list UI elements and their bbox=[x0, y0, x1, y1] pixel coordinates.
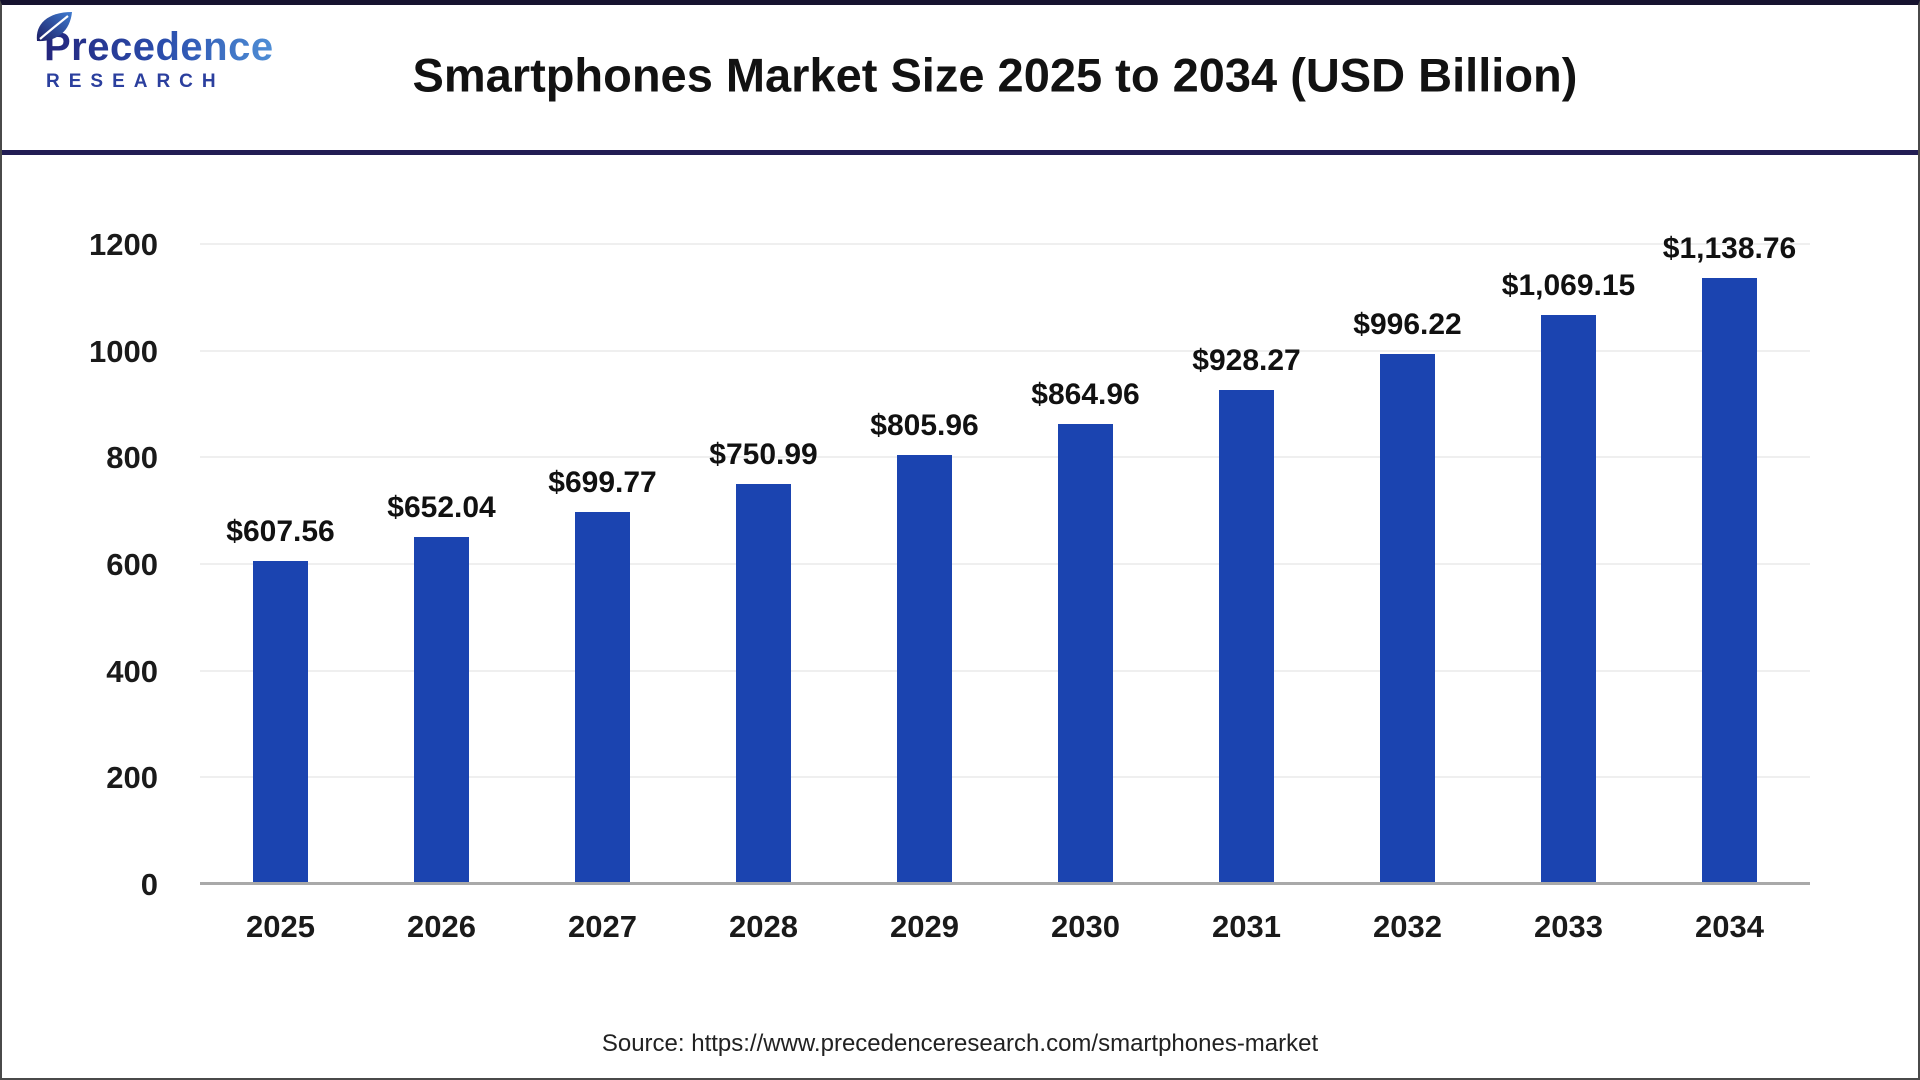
bar-value-label: $699.77 bbox=[548, 465, 657, 499]
source-text: Source: https://www.precedenceresearch.c… bbox=[601, 1030, 1319, 1057]
plot-area: 0 200 400 600 800 1000 1200 $607.56 2025 $652.04 2… bbox=[89, 227, 1810, 944]
bar-value-label: $864.96 bbox=[1031, 377, 1140, 411]
x-axis-label: 2032 bbox=[1373, 909, 1442, 944]
x-axis-label: 2025 bbox=[246, 909, 315, 944]
chart-area: 0 200 400 600 800 1000 1200 $607.56 2025 $652.04 2… bbox=[0, 155, 1920, 985]
gridline bbox=[200, 563, 1810, 565]
y-axis-tick-label: 200 bbox=[106, 760, 158, 796]
y-axis-tick-label: 600 bbox=[106, 547, 158, 582]
bar-2029 bbox=[897, 455, 952, 885]
logo-text-secondary: RESEARCH bbox=[46, 71, 225, 92]
y-axis-tick-label: 400 bbox=[106, 653, 158, 689]
footer: Source: https://www.precedenceresearch.c… bbox=[0, 1030, 1920, 1058]
brand-logo: Precedence RESEARCH bbox=[36, 12, 274, 93]
bar-value-label: $652.04 bbox=[387, 491, 496, 525]
bar-2028 bbox=[736, 484, 791, 885]
bar-2032 bbox=[1380, 353, 1435, 885]
y-axis-tick-label: 800 bbox=[106, 440, 158, 476]
gridline bbox=[200, 669, 1810, 672]
y-axis-tick-label: 1200 bbox=[89, 227, 158, 262]
y-axis-tick-label: 1000 bbox=[89, 333, 158, 369]
gridline bbox=[200, 243, 1810, 245]
bar-2033 bbox=[1541, 314, 1596, 885]
leaf-icon bbox=[36, 12, 72, 42]
gridline bbox=[200, 776, 1810, 779]
bar-2025 bbox=[253, 560, 308, 885]
x-axis-label: 2034 bbox=[1695, 909, 1764, 944]
bar-value-label: $1,138.76 bbox=[1662, 231, 1797, 265]
y-axis-tick-label: 0 bbox=[140, 867, 158, 902]
header: Precedence RESEARCH Smartphones Market S… bbox=[0, 0, 1920, 155]
x-axis-label: 2026 bbox=[407, 909, 476, 944]
bar-2034 bbox=[1702, 277, 1757, 885]
logo-text-primary: Precedence bbox=[38, 26, 274, 68]
bar-2030 bbox=[1058, 423, 1113, 885]
bar-value-label: $805.96 bbox=[870, 409, 979, 443]
x-axis-label: 2029 bbox=[890, 909, 959, 944]
x-axis-baseline bbox=[200, 882, 1810, 885]
x-axis-label: 2030 bbox=[1051, 909, 1120, 944]
bar-value-label: $996.22 bbox=[1353, 307, 1462, 341]
x-axis-label: 2027 bbox=[568, 909, 637, 944]
bar-value-label: $928.27 bbox=[1192, 343, 1301, 377]
logo-wordmark: Precedence bbox=[36, 12, 274, 68]
bar-2031 bbox=[1219, 389, 1274, 885]
bar-value-label: $607.56 bbox=[226, 514, 335, 548]
x-axis-label: 2028 bbox=[729, 909, 798, 944]
chart-title: Smartphones Market Size 2025 to 2034 (US… bbox=[412, 48, 1578, 102]
bar-2027 bbox=[575, 511, 630, 885]
gridline bbox=[200, 456, 1810, 459]
bar-value-label: $750.99 bbox=[709, 438, 818, 472]
bar-value-label: $1,069.15 bbox=[1501, 268, 1636, 302]
gridline bbox=[200, 349, 1810, 352]
x-axis-label: 2033 bbox=[1534, 909, 1603, 944]
x-axis-label: 2031 bbox=[1212, 909, 1281, 944]
bar-2026 bbox=[414, 537, 469, 885]
